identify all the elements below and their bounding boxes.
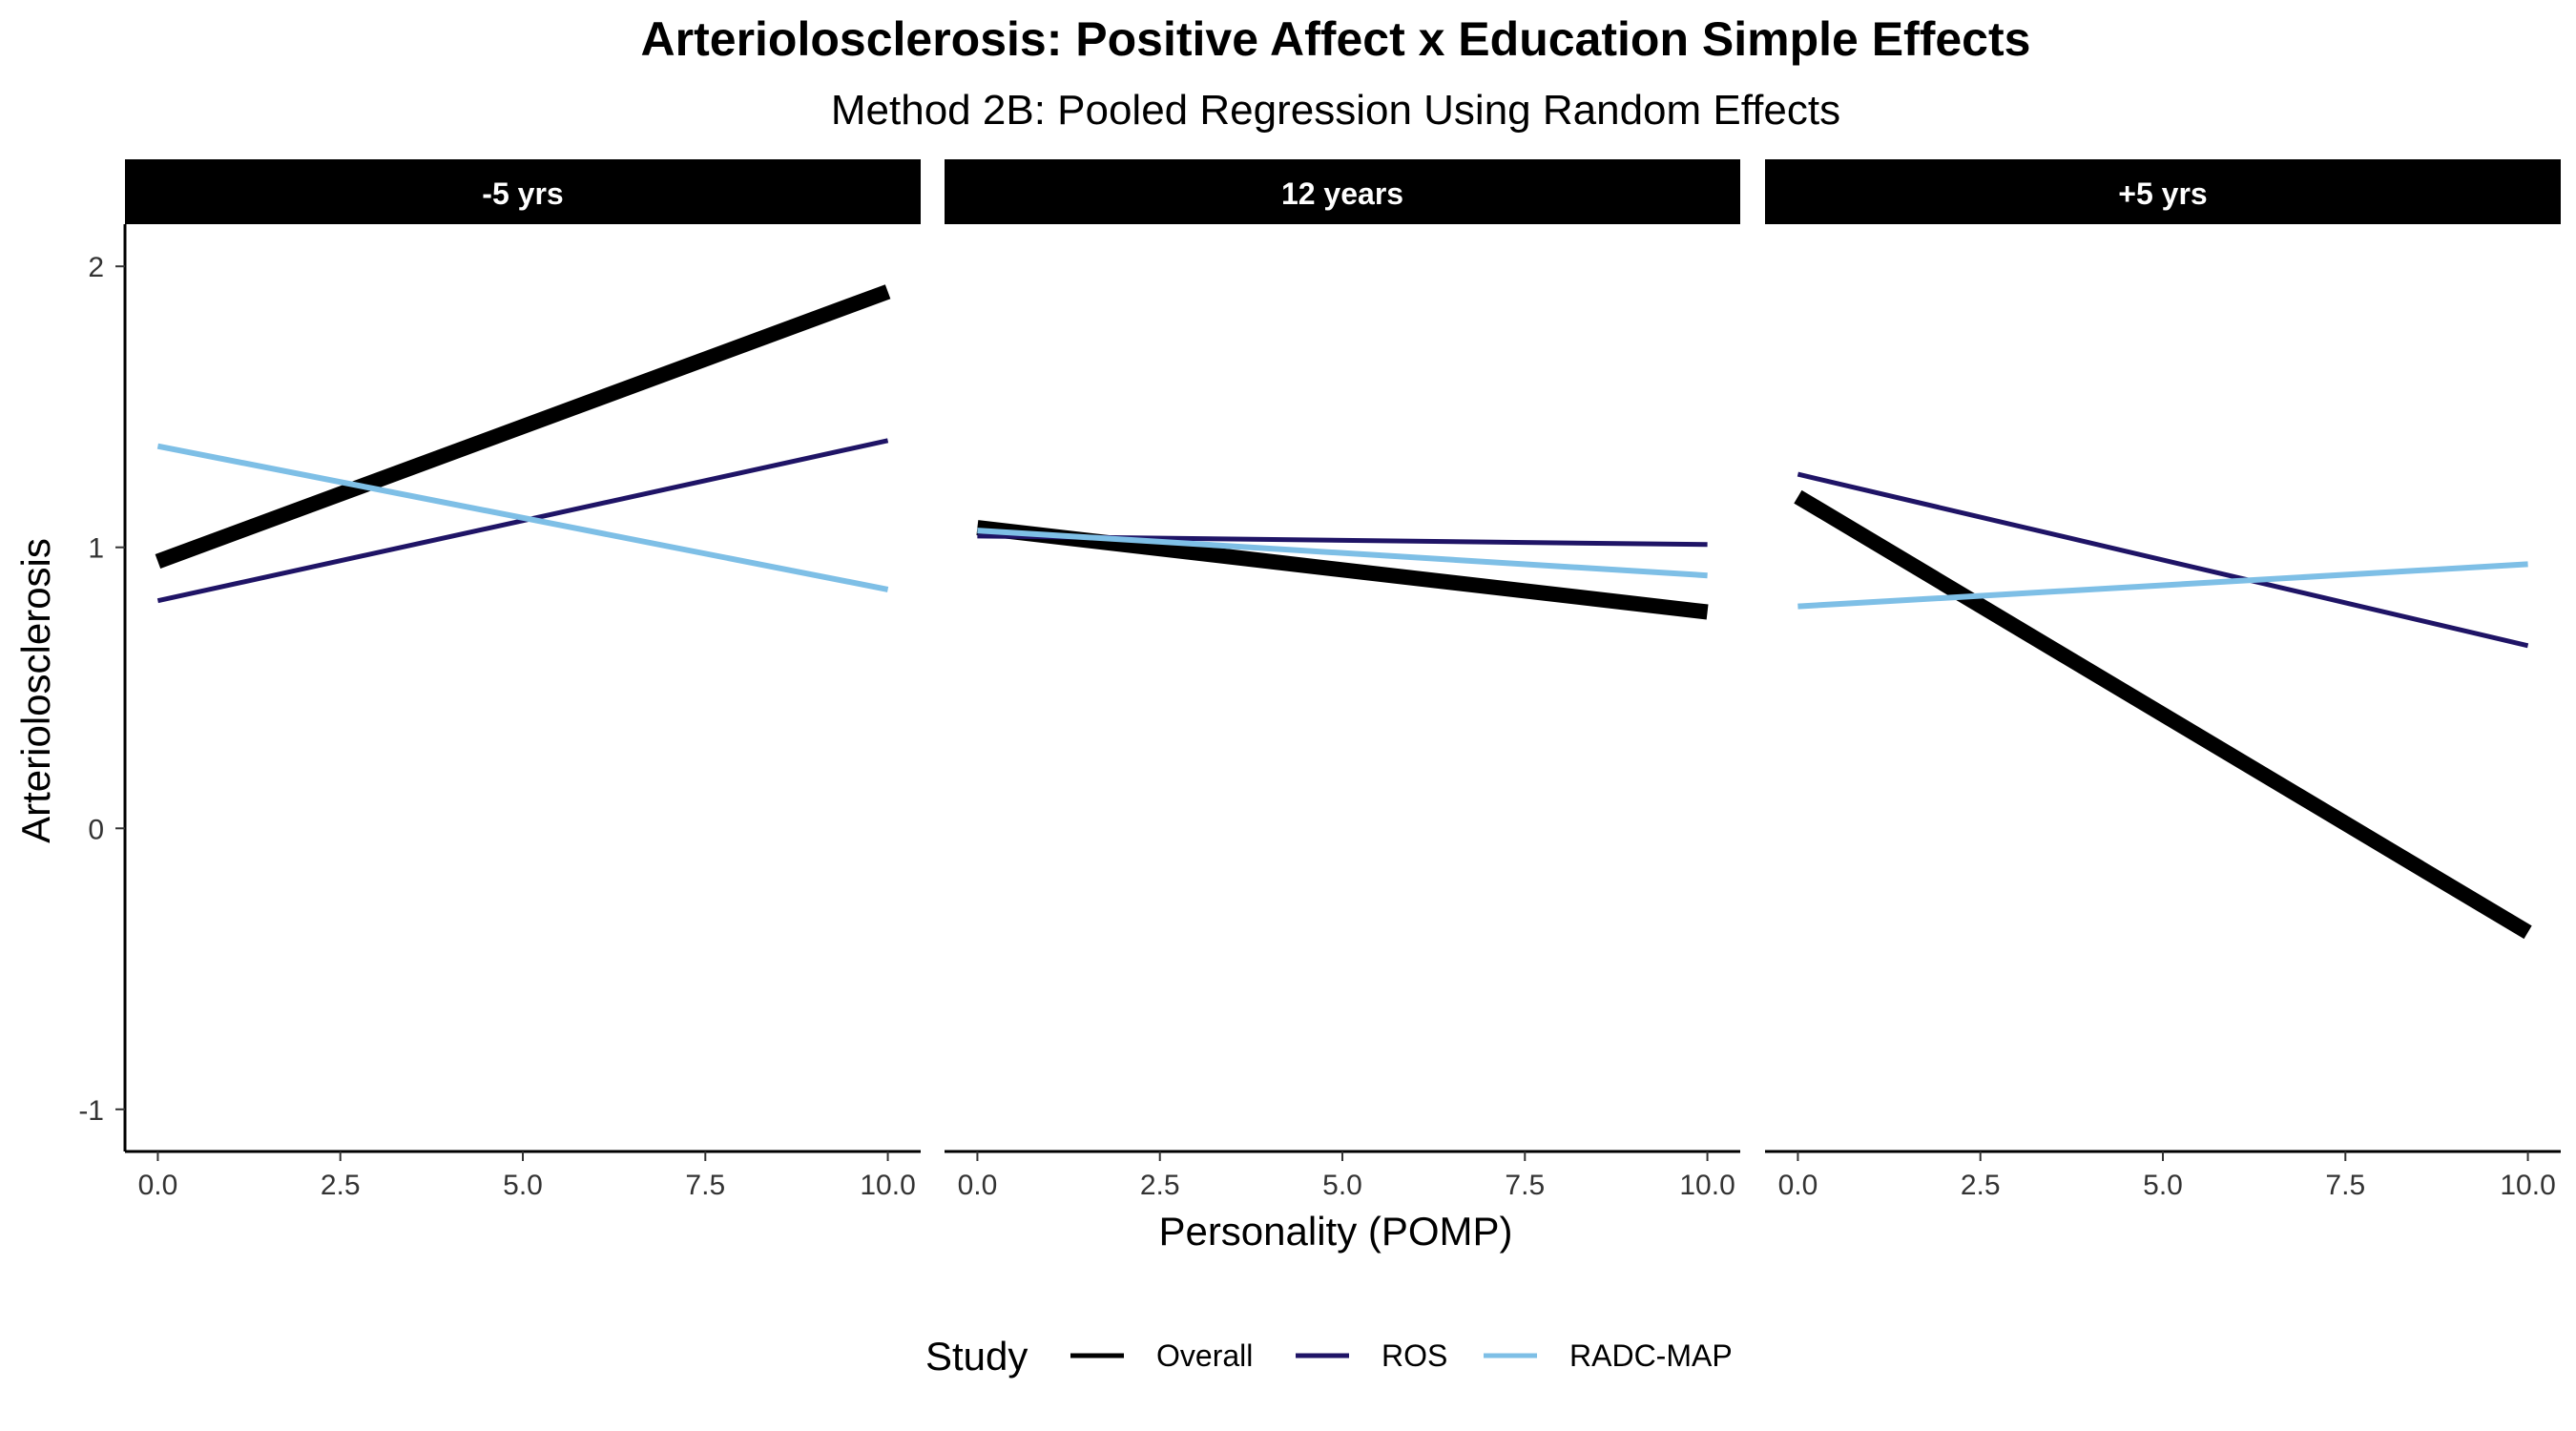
facet-label: -5 yrs: [482, 176, 563, 211]
x-tick-label: 2.5: [321, 1170, 361, 1201]
x-tick-label: 0.0: [958, 1170, 998, 1201]
x-tick-label: 0.0: [138, 1170, 178, 1201]
x-tick-label: 7.5: [2325, 1170, 2365, 1201]
panel-2: 12 years 0.0 2.5 5.0 7.5 10.0: [945, 159, 1740, 1201]
x-tick-label: 10.0: [2500, 1170, 2555, 1201]
series-line-overall: [1794, 489, 2532, 940]
legend-title: Study: [925, 1334, 1028, 1379]
y-tick-label: -1: [78, 1095, 104, 1127]
chart-subtitle: Method 2B: Pooled Regression Using Rando…: [831, 87, 1840, 134]
panels: -5 yrs 0.0 2.5 5.0 7.5 10.0 -1 0 1 2 12 years 0.0 2.…: [78, 159, 2561, 1201]
facet-label: +5 yrs: [2118, 176, 2207, 211]
chart-title: Arteriolosclerosis: Positive Affect x Ed…: [641, 12, 2031, 66]
x-tick-label: 7.5: [1505, 1170, 1545, 1201]
legend: Study Overall ROS RADC-MAP: [925, 1334, 1733, 1379]
y-axis-label: Arteriolosclerosis: [13, 538, 58, 843]
x-tick-label: 10.0: [860, 1170, 915, 1201]
x-tick-label: 2.5: [1961, 1170, 2001, 1201]
series-line-ros: [1797, 471, 2529, 649]
facet-strip: [945, 159, 1740, 224]
panel-3: +5 yrs 0.0 2.5 5.0 7.5 10.0: [1765, 159, 2561, 1201]
facet-label: 12 years: [1281, 176, 1403, 211]
x-tick-label: 7.5: [685, 1170, 725, 1201]
series-line-radc-map: [156, 443, 889, 592]
series-line-overall: [976, 520, 1709, 620]
series-line-radc-map: [1797, 561, 2528, 610]
x-tick-label: 10.0: [1679, 1170, 1735, 1201]
legend-item: Overall: [1070, 1338, 1253, 1373]
panel-1: -5 yrs 0.0 2.5 5.0 7.5 10.0 -1 0 1 2: [78, 159, 921, 1201]
facet-strip: [125, 159, 921, 224]
legend-label: Overall: [1156, 1338, 1253, 1373]
x-tick-label: 5.0: [1322, 1170, 1362, 1201]
y-tick-label: 0: [88, 814, 104, 845]
x-tick-label: 5.0: [2143, 1170, 2183, 1201]
y-tick-label: 2: [88, 252, 104, 283]
legend-label: ROS: [1381, 1338, 1447, 1373]
x-tick-label: 0.0: [1778, 1170, 1818, 1201]
series-line-radc-map: [977, 528, 1708, 579]
series-line-overall: [155, 284, 891, 570]
legend-item: ROS: [1296, 1338, 1447, 1373]
legend-item: RADC-MAP: [1484, 1338, 1733, 1373]
legend-label: RADC-MAP: [1569, 1338, 1733, 1373]
facet-strip: [1765, 159, 2561, 224]
x-axis-label: Personality (POMP): [1158, 1209, 1512, 1254]
x-tick-label: 2.5: [1140, 1170, 1180, 1201]
x-tick-label: 5.0: [503, 1170, 543, 1201]
y-tick-label: 1: [88, 533, 104, 565]
